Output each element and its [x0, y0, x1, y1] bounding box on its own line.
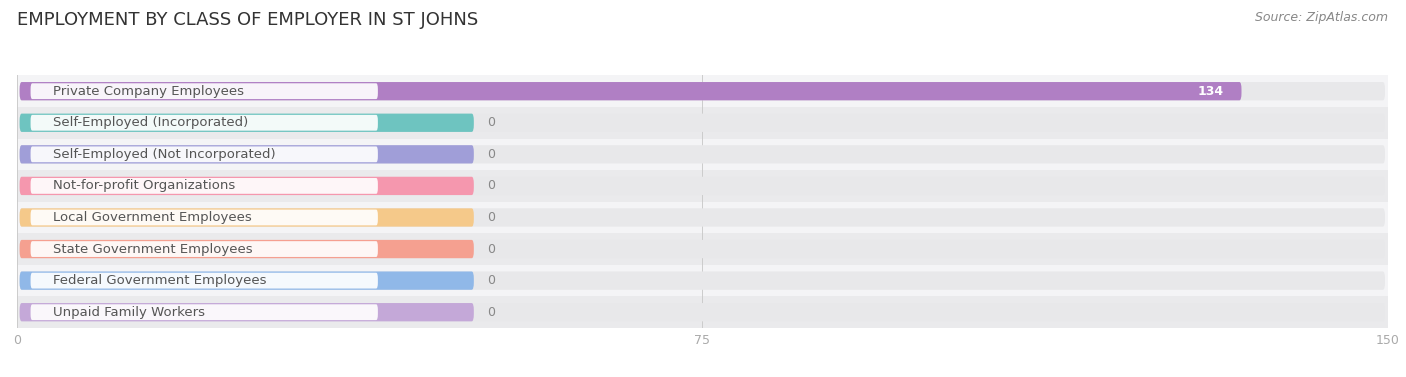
FancyBboxPatch shape — [20, 113, 474, 132]
FancyBboxPatch shape — [20, 208, 1385, 227]
FancyBboxPatch shape — [31, 304, 378, 320]
Bar — [17, 170, 1388, 202]
FancyBboxPatch shape — [20, 145, 1385, 164]
FancyBboxPatch shape — [31, 115, 378, 131]
Bar — [17, 202, 1388, 233]
Text: Local Government Employees: Local Government Employees — [53, 211, 252, 224]
Text: Federal Government Employees: Federal Government Employees — [53, 274, 267, 287]
FancyBboxPatch shape — [20, 271, 1385, 290]
FancyBboxPatch shape — [31, 273, 378, 288]
FancyBboxPatch shape — [20, 303, 474, 321]
FancyBboxPatch shape — [20, 145, 474, 164]
FancyBboxPatch shape — [20, 113, 1385, 132]
Bar — [17, 138, 1388, 170]
Text: 0: 0 — [488, 274, 495, 287]
Text: 0: 0 — [488, 148, 495, 161]
Bar — [17, 265, 1388, 296]
FancyBboxPatch shape — [20, 82, 1385, 100]
Text: 0: 0 — [488, 242, 495, 256]
Text: Not-for-profit Organizations: Not-for-profit Organizations — [53, 179, 236, 192]
Text: Private Company Employees: Private Company Employees — [53, 85, 245, 98]
FancyBboxPatch shape — [31, 146, 378, 162]
FancyBboxPatch shape — [31, 83, 378, 99]
Bar — [17, 296, 1388, 328]
Text: Source: ZipAtlas.com: Source: ZipAtlas.com — [1254, 11, 1388, 24]
FancyBboxPatch shape — [20, 177, 1385, 195]
FancyBboxPatch shape — [20, 271, 474, 290]
Text: Self-Employed (Incorporated): Self-Employed (Incorporated) — [53, 116, 249, 129]
Text: State Government Employees: State Government Employees — [53, 242, 253, 256]
Text: 0: 0 — [488, 306, 495, 319]
Text: Self-Employed (Not Incorporated): Self-Employed (Not Incorporated) — [53, 148, 276, 161]
FancyBboxPatch shape — [20, 208, 474, 227]
Text: 0: 0 — [488, 116, 495, 129]
FancyBboxPatch shape — [20, 240, 1385, 258]
Bar — [17, 233, 1388, 265]
Text: 134: 134 — [1197, 85, 1223, 98]
Text: Unpaid Family Workers: Unpaid Family Workers — [53, 306, 205, 319]
FancyBboxPatch shape — [20, 240, 474, 258]
Text: 0: 0 — [488, 179, 495, 192]
FancyBboxPatch shape — [31, 178, 378, 194]
FancyBboxPatch shape — [31, 210, 378, 225]
FancyBboxPatch shape — [31, 241, 378, 257]
FancyBboxPatch shape — [20, 177, 474, 195]
Bar — [17, 107, 1388, 139]
FancyBboxPatch shape — [20, 82, 1241, 100]
Bar — [17, 75, 1388, 107]
Text: EMPLOYMENT BY CLASS OF EMPLOYER IN ST JOHNS: EMPLOYMENT BY CLASS OF EMPLOYER IN ST JO… — [17, 11, 478, 29]
FancyBboxPatch shape — [20, 303, 1385, 321]
Text: 0: 0 — [488, 211, 495, 224]
